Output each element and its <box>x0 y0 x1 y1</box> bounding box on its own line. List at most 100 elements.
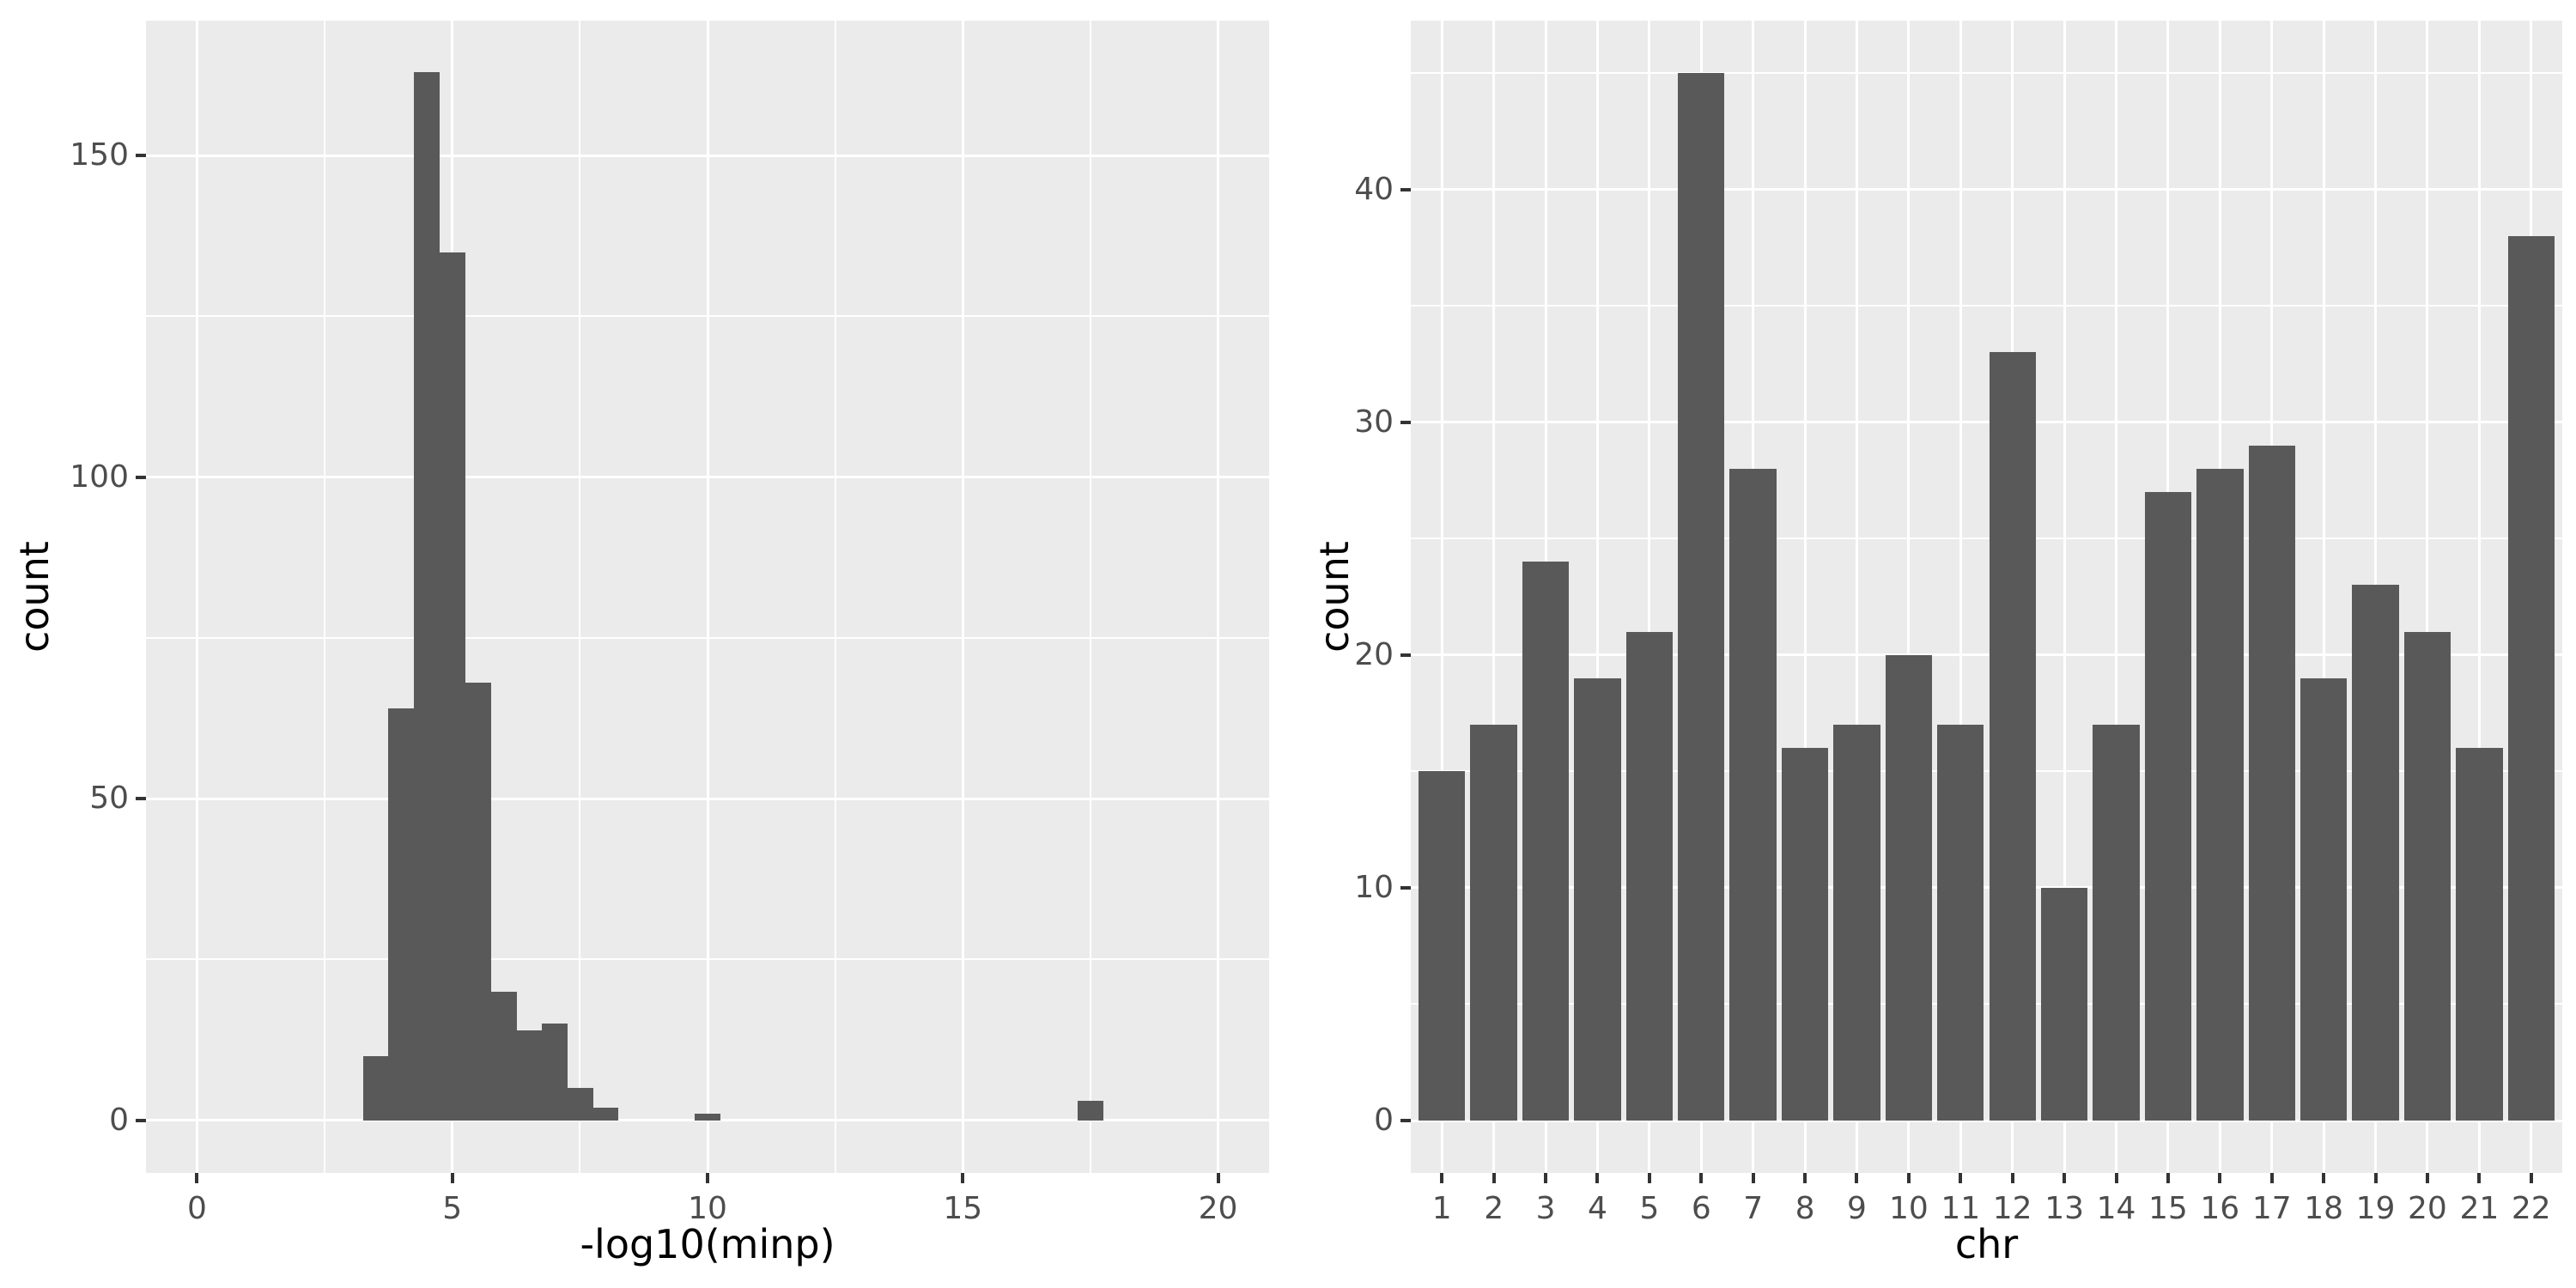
y-tick-label: 40 <box>1354 171 1394 207</box>
x-tick-mark <box>1647 1173 1651 1183</box>
y-major-gridline <box>1411 421 2562 424</box>
x-tick-mark <box>1595 1173 1600 1183</box>
x-tick-mark <box>2010 1173 2014 1183</box>
bar-chr-21 <box>2456 748 2503 1121</box>
y-tick-label: 30 <box>1354 404 1394 440</box>
bar-chr-8 <box>1781 748 1829 1121</box>
x-tick-mark <box>1492 1173 1496 1183</box>
histogram-bar <box>1078 1101 1104 1121</box>
x-tick-mark <box>2373 1173 2378 1183</box>
x-tick-label: 0 <box>187 1191 207 1226</box>
bar-chr-22 <box>2507 235 2555 1121</box>
bar-chr-13 <box>2040 887 2088 1121</box>
x-minor-gridline <box>324 21 326 1173</box>
x-tick-mark <box>450 1173 454 1183</box>
x-tick-mark <box>2477 1173 2482 1183</box>
bar-chr-20 <box>2403 631 2451 1121</box>
bar-chr-1 <box>1419 771 1466 1121</box>
bar-chr-18 <box>2300 677 2348 1121</box>
y-major-gridline <box>1411 886 2562 890</box>
x-tick-label: 15 <box>943 1191 983 1226</box>
y-tick-label: 0 <box>1374 1103 1394 1138</box>
bar-chr-10 <box>1885 654 1933 1121</box>
x-tick-label: 20 <box>2408 1191 2447 1226</box>
x-tick-label: 19 <box>2355 1191 2396 1226</box>
histogram-bar <box>439 252 466 1121</box>
y-tick-mark <box>1400 420 1411 424</box>
x-major-gridline <box>1648 21 1651 1173</box>
histogram-bar <box>516 1030 543 1121</box>
x-tick-label: 3 <box>1535 1191 1556 1226</box>
x-tick-mark <box>706 1173 709 1183</box>
x-tick-label: 16 <box>2200 1191 2240 1226</box>
x-tick-mark <box>1216 1173 1220 1183</box>
x-tick-mark <box>2218 1173 2222 1183</box>
minp-histogram-panel <box>146 21 1269 1173</box>
x-minor-gridline <box>579 21 581 1173</box>
histogram-bar <box>592 1107 619 1121</box>
x-tick-label: 18 <box>2304 1191 2344 1226</box>
x-major-gridline <box>195 21 198 1173</box>
x-tick-mark <box>2322 1173 2326 1183</box>
y-tick-mark <box>136 475 146 479</box>
x-tick-label: 13 <box>2044 1191 2084 1226</box>
bar-chr-19 <box>2352 585 2399 1121</box>
bar-chr-11 <box>1937 725 1984 1121</box>
chr-x-axis-title: chr <box>1954 1221 2019 1267</box>
x-tick-label: 10 <box>688 1191 727 1226</box>
x-tick-label: 8 <box>1795 1191 1815 1226</box>
x-major-gridline <box>2115 21 2117 1173</box>
x-tick-mark <box>195 1173 199 1183</box>
bar-chr-3 <box>1522 562 1570 1121</box>
histogram-bar <box>414 71 440 1121</box>
x-tick-mark <box>1544 1173 1548 1183</box>
bar-chr-6 <box>1678 73 1725 1121</box>
x-major-gridline <box>2426 21 2429 1173</box>
x-tick-label: 7 <box>1743 1191 1764 1226</box>
y-minor-gridline <box>1411 72 2562 74</box>
x-tick-mark <box>2529 1173 2533 1183</box>
y-tick-mark <box>1400 653 1411 657</box>
chr-bar-chart-panel <box>1411 21 2562 1173</box>
histogram-bar <box>362 1055 389 1121</box>
x-major-gridline <box>1492 21 1496 1173</box>
x-tick-mark <box>1440 1173 1444 1183</box>
y-tick-mark <box>1400 1119 1411 1122</box>
y-tick-label: 50 <box>89 781 129 817</box>
x-tick-mark <box>1751 1173 1755 1183</box>
histogram-bar <box>388 708 415 1121</box>
x-tick-label: 14 <box>2096 1191 2136 1226</box>
y-tick-mark <box>1400 885 1411 890</box>
x-tick-label: 15 <box>2148 1191 2188 1226</box>
bar-chr-16 <box>2196 468 2244 1121</box>
x-tick-mark <box>961 1173 965 1183</box>
x-major-gridline <box>2477 21 2481 1173</box>
x-tick-label: 4 <box>1588 1191 1607 1226</box>
x-tick-label: 2 <box>1484 1191 1504 1226</box>
y-tick-label: 0 <box>109 1102 129 1138</box>
y-tick-mark <box>136 797 146 801</box>
x-tick-label: 12 <box>1992 1191 2032 1226</box>
x-tick-mark <box>2063 1173 2067 1183</box>
x-tick-mark <box>2166 1173 2170 1183</box>
bar-chr-17 <box>2248 445 2295 1121</box>
bar-chr-12 <box>1989 352 2036 1121</box>
y-major-gridline <box>1411 653 2562 657</box>
x-tick-label: 5 <box>1639 1191 1660 1226</box>
x-minor-gridline <box>1089 21 1091 1173</box>
x-major-gridline <box>1855 21 1858 1173</box>
y-minor-gridline <box>1411 1003 2562 1005</box>
y-tick-label: 150 <box>70 137 129 173</box>
x-tick-mark <box>2425 1173 2429 1183</box>
y-major-gridline <box>1411 1119 2562 1122</box>
y-tick-mark <box>136 154 146 158</box>
x-major-gridline <box>2063 21 2066 1173</box>
x-minor-gridline <box>834 21 836 1173</box>
histogram-bar <box>465 683 491 1121</box>
x-major-gridline <box>1595 21 1599 1173</box>
y-tick-mark <box>136 1118 146 1122</box>
x-tick-label: 10 <box>1888 1191 1929 1226</box>
x-major-gridline <box>706 21 709 1173</box>
x-tick-mark <box>1803 1173 1807 1183</box>
